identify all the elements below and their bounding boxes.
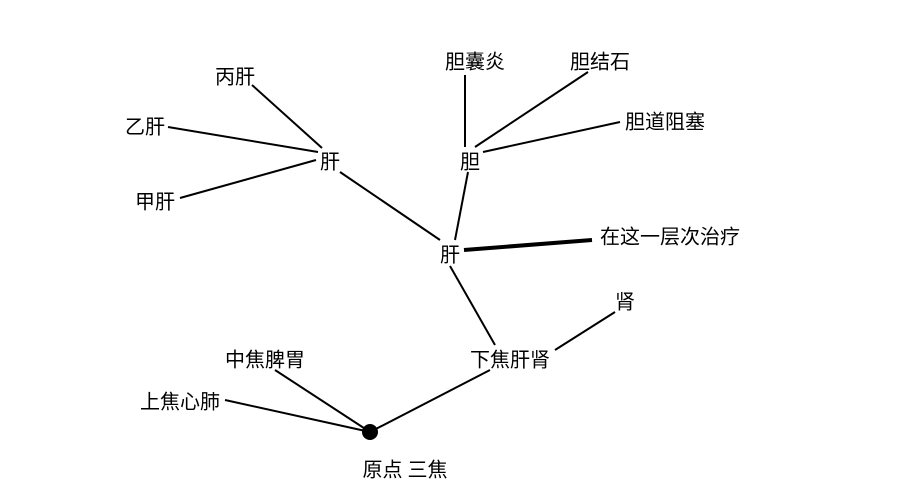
edge bbox=[555, 312, 615, 350]
node-upper_jiao: 上焦心肺 bbox=[140, 386, 220, 415]
edge bbox=[252, 85, 322, 148]
node-gallstone: 胆结石 bbox=[570, 46, 630, 75]
node-kidney: 肾 bbox=[615, 286, 635, 315]
node-bile_obstr: 胆道阻塞 bbox=[625, 106, 705, 135]
edge bbox=[450, 266, 495, 345]
edge bbox=[275, 370, 370, 432]
node-root_label: 原点 三焦 bbox=[363, 454, 448, 483]
node-lower_jiao: 下焦肝肾 bbox=[470, 344, 550, 373]
node-treat_note: 在这一层次治疗 bbox=[600, 221, 740, 250]
edge bbox=[225, 400, 370, 432]
edge bbox=[370, 370, 490, 432]
edge bbox=[455, 172, 468, 240]
node-hep_b: 乙肝 bbox=[125, 111, 165, 140]
edge bbox=[483, 122, 620, 152]
edge bbox=[475, 72, 588, 147]
node-liver_mid: 肝 bbox=[440, 239, 460, 268]
node-cholecyst: 胆囊炎 bbox=[445, 46, 505, 75]
node-gall: 胆 bbox=[460, 146, 480, 175]
edge bbox=[464, 240, 592, 250]
node-middle_jiao: 中焦脾胃 bbox=[225, 344, 305, 373]
diagram-canvas: 原点 三焦上焦心肺中焦脾胃下焦肝肾肝肾在这一层次治疗肝胆甲肝乙肝丙肝胆囊炎胆结石… bbox=[0, 0, 900, 500]
node-liver_top: 肝 bbox=[320, 146, 340, 175]
node-hep_a: 甲肝 bbox=[135, 186, 175, 215]
node-hep_c: 丙肝 bbox=[215, 61, 255, 90]
edge bbox=[340, 172, 440, 240]
root-dot bbox=[362, 424, 378, 440]
edge bbox=[168, 127, 318, 152]
edge bbox=[180, 160, 316, 198]
